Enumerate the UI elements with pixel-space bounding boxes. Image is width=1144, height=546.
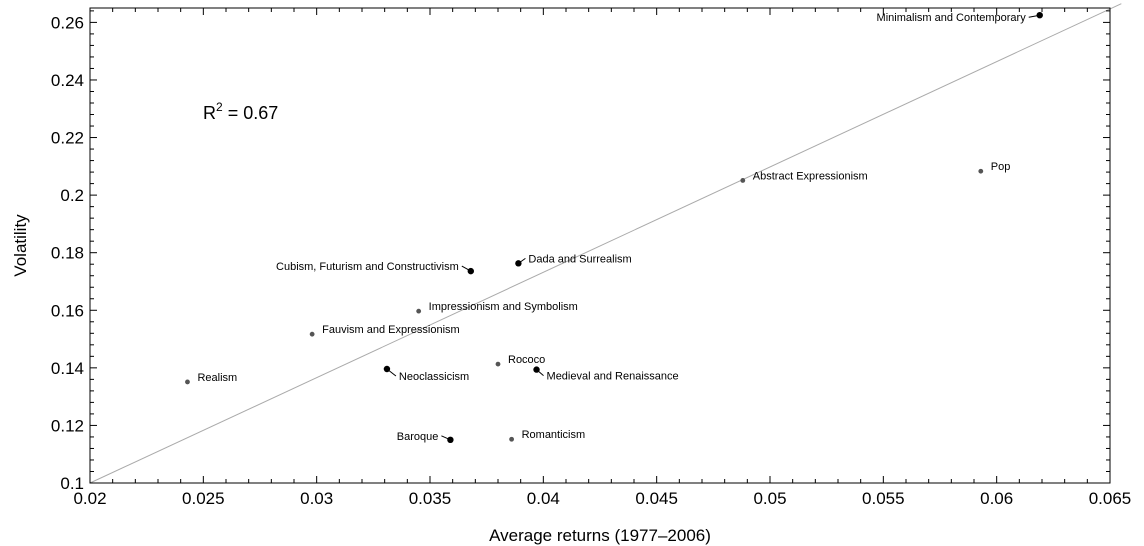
data-point [495, 361, 501, 367]
data-point-label: Realism [197, 372, 237, 384]
data-point [383, 365, 391, 373]
y-tick-label: 0.22 [51, 129, 84, 148]
x-tick-label: 0.05 [753, 489, 786, 508]
data-point-label: Neoclassicism [399, 371, 469, 383]
y-tick-label: 0.24 [51, 71, 84, 90]
y-axis-title: Volatility [11, 214, 30, 277]
data-point [447, 436, 454, 444]
data-point [978, 168, 984, 174]
regression-line [89, 3, 1122, 484]
data-point [533, 366, 540, 373]
data-point-label: Rococo [508, 354, 545, 366]
x-tick-label: 0.055 [862, 489, 905, 508]
data-point-label: Fauvism and Expressionism [322, 324, 460, 336]
data-point-label: Abstract Expressionism [753, 170, 868, 182]
data-point-label: Romanticism [522, 429, 586, 441]
y-tick-label: 0.18 [51, 244, 84, 263]
data-point [1036, 11, 1043, 19]
plot-frame [89, 7, 1111, 484]
x-tick-label: 0.045 [635, 489, 678, 508]
x-tick-label: 0.035 [409, 489, 452, 508]
data-point [515, 260, 522, 267]
data-point [309, 331, 315, 337]
data-point-label: Minimalism and Contemporary [877, 12, 1027, 24]
y-tick-label: 0.2 [60, 186, 84, 205]
y-tick-label: 0.14 [51, 359, 84, 378]
y-tick-label: 0.1 [60, 474, 84, 493]
data-point-label: Pop [991, 161, 1011, 173]
x-tick-label: 0.03 [300, 489, 333, 508]
data-point-label: Impressionism and Symbolism [429, 301, 578, 313]
data-point-label: Medieval and Renaissance [547, 371, 679, 383]
data-point-label: Baroque [397, 431, 439, 443]
r-squared-annotation: R2 = 0.67 [203, 100, 278, 123]
x-tick-label: 0.025 [182, 489, 225, 508]
y-tick-label: 0.12 [51, 416, 84, 435]
data-point-label: Cubism, Futurism and Constructivism [276, 261, 459, 273]
data-point-label: Dada and Surrealism [528, 253, 631, 265]
data-point [740, 178, 746, 183]
y-tick-label: 0.16 [51, 301, 84, 320]
data-point [467, 267, 474, 275]
data-point [509, 436, 514, 442]
x-tick-label: 0.04 [527, 489, 560, 508]
x-tick-label: 0.06 [980, 489, 1013, 508]
x-axis-title: Average returns (1977–2006) [489, 526, 711, 545]
x-tick-label: 0.02 [73, 489, 106, 508]
y-tick-label: 0.26 [51, 13, 84, 32]
data-point [185, 379, 190, 385]
data-point [416, 308, 422, 314]
x-tick-label: 0.065 [1089, 489, 1132, 508]
